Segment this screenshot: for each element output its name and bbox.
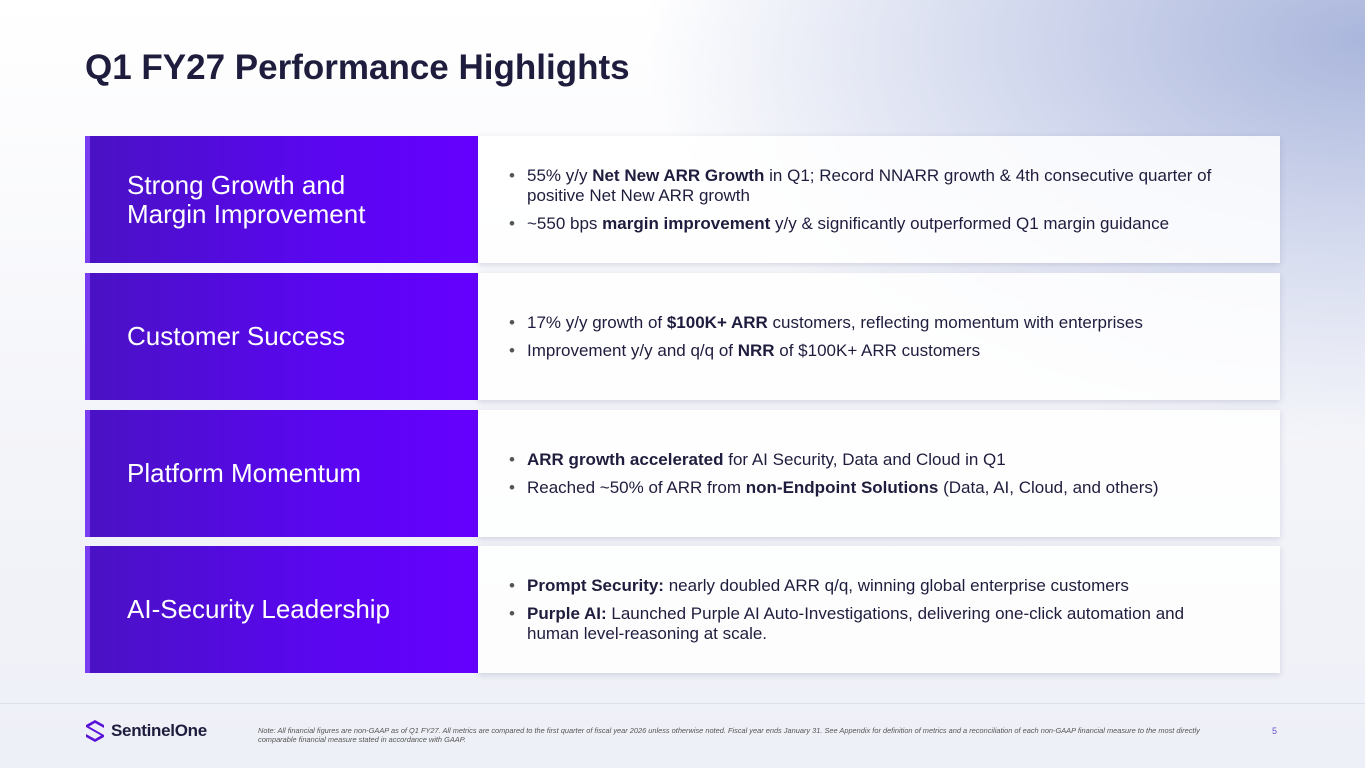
highlight-row: AI-Security Leadership Prompt Security: n…: [85, 546, 1280, 673]
highlight-row: Platform Momentum ARR growth accelerated …: [85, 410, 1280, 537]
text: of $100K+ ARR customers: [774, 340, 981, 360]
bullet: 17% y/y growth of $100K+ ARR customers, …: [509, 312, 1239, 333]
bullet: Reached ~50% of ARR from non-Endpoint So…: [509, 477, 1239, 498]
row-heading: Platform Momentum: [127, 458, 362, 488]
bullet: ~550 bps margin improvement y/y & signif…: [509, 213, 1239, 234]
text: y/y & significantly outperformed Q1 marg…: [770, 213, 1170, 233]
logo-icon: [86, 720, 104, 742]
row-heading: AI-Security Leadership: [127, 594, 391, 624]
bullet: Purple AI: Launched Purple AI Auto-Inves…: [509, 603, 1239, 644]
text: for AI Security, Data and Cloud in Q1: [723, 449, 1006, 469]
bold-text: NRR: [737, 340, 775, 360]
bold-text: margin improvement: [602, 213, 771, 233]
bullet: Improvement y/y and q/q of NRR of $100K+…: [509, 340, 1239, 361]
row-heading: Customer Success: [127, 321, 346, 351]
bold-text: Purple AI:: [527, 603, 607, 623]
page-number: 5: [1272, 726, 1278, 736]
row-label-box: AI-Security Leadership: [85, 546, 478, 673]
row-label-box: Platform Momentum: [85, 410, 478, 537]
row-label-box: Customer Success: [85, 273, 478, 400]
highlight-row: Strong Growth and Margin Improvement 55% …: [85, 136, 1280, 263]
text: in Q1; Record NNARR growth & 4th consecu…: [527, 165, 1212, 205]
footnote: Note: All financial figures are non-GAAP…: [258, 726, 1200, 744]
text: nearly doubled ARR q/q, winning global e…: [663, 575, 1129, 595]
footer-divider: [0, 703, 1365, 704]
row-label-box: Strong Growth and Margin Improvement: [85, 136, 478, 263]
text: (Data, AI, Cloud, and others): [938, 477, 1159, 497]
text: 55% y/y: [527, 165, 593, 185]
bold-text: ARR growth accelerated: [527, 449, 724, 469]
row-content: 55% y/y Net New ARR Growth in Q1; Record…: [478, 136, 1280, 263]
bold-text: non-Endpoint Solutions: [745, 477, 939, 497]
highlight-row: Customer Success 17% y/y growth of $100K+…: [85, 273, 1280, 400]
bold-text: Prompt Security:: [527, 575, 664, 595]
row-heading: Strong Growth and Margin Improvement: [127, 169, 366, 229]
bold-text: $100K+ ARR: [666, 312, 768, 332]
text: customers, reflecting momentum with ente…: [767, 312, 1143, 332]
bullet: ARR growth accelerated for AI Security, …: [509, 449, 1239, 470]
text: 17% y/y growth of: [527, 312, 667, 332]
text: Reached ~50% of ARR from: [527, 477, 746, 497]
bullet: Prompt Security: nearly doubled ARR q/q,…: [509, 575, 1239, 596]
bullet: 55% y/y Net New ARR Growth in Q1; Record…: [509, 165, 1239, 206]
slide-title: Q1 FY27 Performance Highlights: [85, 48, 630, 87]
bold-text: Net New ARR Growth: [592, 165, 765, 185]
logo: SentinelOne: [85, 719, 207, 743]
row-content: Prompt Security: nearly doubled ARR q/q,…: [478, 546, 1280, 673]
text: Improvement y/y and q/q of: [527, 340, 738, 360]
row-content: 17% y/y growth of $100K+ ARR customers, …: [478, 273, 1280, 400]
text: Launched Purple AI Auto-Investigations, …: [527, 603, 1185, 643]
text: ~550 bps: [527, 213, 603, 233]
logo-text: SentinelOne: [111, 721, 207, 740]
row-content: ARR growth accelerated for AI Security, …: [478, 410, 1280, 537]
